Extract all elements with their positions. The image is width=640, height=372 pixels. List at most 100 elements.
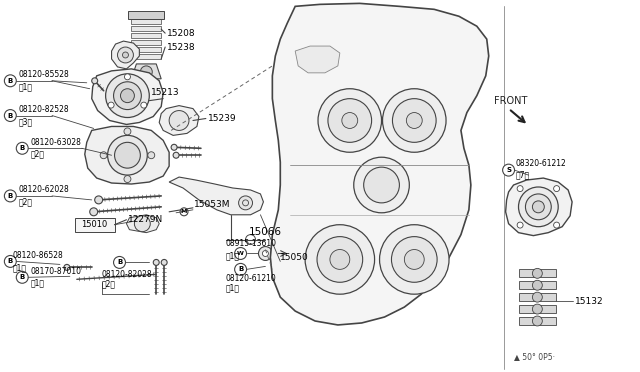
Circle shape	[554, 222, 559, 228]
Text: B: B	[8, 259, 13, 264]
Circle shape	[100, 152, 107, 159]
Circle shape	[118, 47, 133, 63]
Circle shape	[106, 74, 149, 118]
Text: B: B	[20, 145, 25, 151]
Polygon shape	[518, 269, 556, 277]
Circle shape	[4, 110, 16, 122]
Circle shape	[115, 142, 140, 168]
Text: W: W	[237, 251, 244, 256]
Text: B: B	[8, 193, 13, 199]
Circle shape	[318, 89, 381, 152]
Circle shape	[113, 256, 125, 268]
Text: ▲ 50° 0P5·: ▲ 50° 0P5·	[513, 352, 554, 361]
Text: 15238: 15238	[167, 42, 196, 52]
Circle shape	[532, 316, 542, 326]
Polygon shape	[131, 64, 161, 79]
Circle shape	[383, 89, 446, 152]
Polygon shape	[92, 69, 163, 125]
Circle shape	[317, 237, 363, 282]
Polygon shape	[518, 305, 556, 313]
Text: 08120-86528: 08120-86528	[12, 251, 63, 260]
Circle shape	[4, 256, 16, 267]
Text: 15132: 15132	[575, 296, 604, 306]
Text: 08120-82028: 08120-82028	[102, 270, 152, 279]
Circle shape	[4, 75, 16, 87]
Text: 08120-82528: 08120-82528	[19, 105, 69, 114]
Circle shape	[392, 99, 436, 142]
Text: B: B	[8, 78, 13, 84]
Polygon shape	[270, 3, 489, 325]
Circle shape	[95, 196, 102, 204]
Circle shape	[92, 78, 98, 84]
Circle shape	[90, 208, 98, 216]
Circle shape	[134, 216, 150, 232]
Text: （2）: （2）	[102, 280, 116, 289]
Text: 12279N: 12279N	[129, 215, 164, 224]
Circle shape	[180, 208, 188, 216]
Text: S: S	[506, 167, 511, 173]
Circle shape	[525, 194, 551, 220]
Circle shape	[532, 201, 544, 213]
Text: （1）: （1）	[12, 263, 26, 272]
Circle shape	[517, 186, 523, 192]
Text: 15066: 15066	[248, 227, 282, 237]
Polygon shape	[131, 33, 161, 38]
Circle shape	[330, 250, 350, 269]
Circle shape	[161, 259, 167, 265]
Polygon shape	[84, 126, 169, 184]
Circle shape	[262, 250, 268, 256]
Circle shape	[235, 247, 246, 259]
Polygon shape	[131, 54, 161, 59]
Circle shape	[518, 187, 558, 227]
Bar	[75, 218, 115, 232]
Circle shape	[140, 66, 152, 78]
Polygon shape	[506, 178, 572, 235]
Circle shape	[517, 222, 523, 228]
Polygon shape	[518, 281, 556, 289]
Circle shape	[124, 176, 131, 183]
Circle shape	[169, 110, 189, 131]
Text: 15053M: 15053M	[194, 201, 230, 209]
Text: 08120-62028: 08120-62028	[19, 186, 69, 195]
Circle shape	[113, 82, 141, 110]
Text: （1）: （1）	[30, 279, 44, 288]
Circle shape	[120, 89, 134, 103]
Polygon shape	[131, 47, 161, 52]
Text: （1）: （1）	[226, 284, 240, 293]
Text: M: M	[181, 209, 188, 214]
Text: （7）: （7）	[516, 171, 530, 180]
Circle shape	[235, 263, 246, 275]
Circle shape	[502, 164, 515, 176]
Polygon shape	[295, 46, 340, 73]
Text: FRONT: FRONT	[493, 96, 527, 106]
Text: B: B	[117, 259, 122, 266]
Circle shape	[153, 259, 159, 265]
Text: （1）: （1）	[226, 251, 240, 260]
Circle shape	[108, 102, 114, 108]
Circle shape	[532, 304, 542, 314]
Text: B: B	[238, 266, 243, 272]
Circle shape	[406, 113, 422, 128]
Circle shape	[148, 152, 155, 159]
Text: 15050: 15050	[280, 253, 309, 262]
Text: （3）: （3）	[19, 117, 33, 126]
Text: 15208: 15208	[167, 29, 196, 38]
Polygon shape	[518, 317, 556, 325]
Circle shape	[532, 268, 542, 278]
Text: 15010: 15010	[81, 220, 108, 229]
Text: 15213: 15213	[151, 88, 180, 97]
Circle shape	[354, 157, 410, 213]
Circle shape	[173, 152, 179, 158]
Circle shape	[239, 196, 253, 210]
Polygon shape	[131, 40, 161, 45]
Circle shape	[554, 186, 559, 192]
Polygon shape	[129, 11, 164, 19]
Circle shape	[124, 128, 131, 135]
Text: （1）: （1）	[19, 82, 32, 91]
Text: 15239: 15239	[208, 114, 236, 123]
Text: 08120-85528: 08120-85528	[19, 70, 69, 79]
Circle shape	[122, 52, 129, 58]
Circle shape	[404, 250, 424, 269]
Text: 08170-87010: 08170-87010	[30, 267, 81, 276]
Circle shape	[532, 280, 542, 290]
